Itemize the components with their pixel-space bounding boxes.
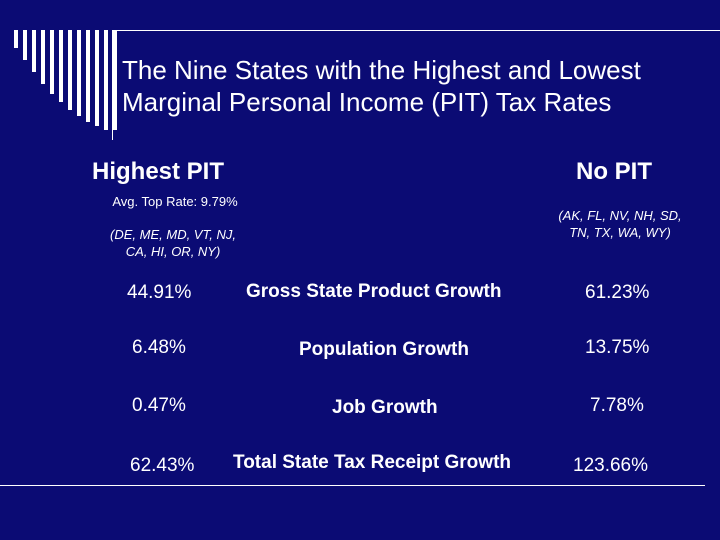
row-2-left-value: 6.48% xyxy=(132,337,186,358)
row-2-label: Population Growth xyxy=(299,339,469,360)
slide-title: The Nine States with the Highest and Low… xyxy=(122,54,712,118)
highest-states: (DE, ME, MD, VT, NJ, CA, HI, OR, NY) xyxy=(78,226,268,260)
avg-top-rate: Avg. Top Rate: 9.79% xyxy=(112,194,238,209)
title-divider xyxy=(112,30,113,140)
row-2-right-value: 13.75% xyxy=(585,337,650,358)
title-line-2: Marginal Personal Income (PIT) Tax Rates xyxy=(122,87,612,117)
bottom-divider xyxy=(0,485,705,486)
highest-pit-header: Highest PIT xyxy=(92,158,225,185)
row-4-right-value: 123.66% xyxy=(573,455,649,476)
highest-states-line-2: CA, HI, OR, NY) xyxy=(125,244,221,259)
row-3-left-value: 0.47% xyxy=(132,395,186,416)
row-4-label: Total State Tax Receipt Growth xyxy=(233,452,512,473)
row-3-right-value: 7.78% xyxy=(590,395,644,416)
top-divider xyxy=(112,30,720,31)
row-3-label: Job Growth xyxy=(332,397,438,418)
row-1-label: Gross State Product Growth xyxy=(246,281,502,302)
row-4-left-value: 62.43% xyxy=(130,455,195,476)
no-pit-header: No PIT xyxy=(576,158,652,185)
no-pit-states: (AK, FL, NV, NH, SD, TN, TX, WA, WY) xyxy=(520,207,720,241)
decorative-bars xyxy=(14,30,124,130)
row-1-left-value: 44.91% xyxy=(127,282,192,303)
no-pit-states-line-2: TN, TX, WA, WY) xyxy=(569,225,671,240)
row-1-right-value: 61.23% xyxy=(585,282,650,303)
highest-states-line-1: (DE, ME, MD, VT, NJ, xyxy=(110,227,236,242)
title-line-1: The Nine States with the Highest and Low… xyxy=(122,55,641,85)
no-pit-states-line-1: (AK, FL, NV, NH, SD, xyxy=(558,208,682,223)
